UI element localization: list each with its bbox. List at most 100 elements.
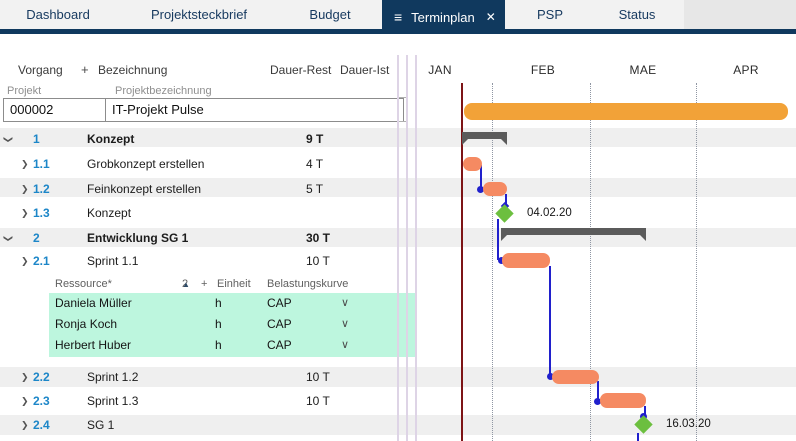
tab-terminplan-label: Terminplan	[411, 9, 475, 25]
tab-dashboard[interactable]: Dashboard	[26, 7, 90, 22]
close-icon[interactable]: ✕	[485, 10, 496, 24]
gantt-bar-sprint-1-3[interactable]	[600, 393, 646, 408]
task-row-2-4[interactable]: ❯ 2.4 SG 1	[0, 413, 415, 438]
milestone-date-label: 16.03.20	[666, 418, 711, 430]
chevron-down-icon[interactable]: ∨	[341, 318, 350, 330]
tab-status[interactable]: Status	[618, 7, 656, 22]
task-duration: 10 T	[306, 394, 330, 408]
task-name: Konzept	[87, 132, 135, 146]
tab-bar-filler	[684, 0, 796, 29]
chevron-right-icon[interactable]: ❯	[21, 208, 29, 218]
table-chart-splitter[interactable]	[397, 55, 399, 441]
project-name-label: Projektbezeichnung	[115, 85, 212, 97]
task-row-2[interactable]: ❯ 2 Entwicklung SG 1 30 T	[0, 226, 415, 251]
tab-psp[interactable]: PSP	[536, 7, 564, 22]
table-chart-splitter[interactable]	[406, 55, 408, 441]
month-gridline	[590, 83, 591, 441]
milestone-date-label: 04.02.20	[527, 207, 572, 219]
task-wbs: 1.1	[33, 157, 50, 171]
task-row-1-2[interactable]: ❯ 1.2 Feinkonzept erstellen 5 T	[0, 177, 415, 202]
gantt-bar-sprint-1-1[interactable]	[502, 253, 550, 268]
column-header-dauer-ist[interactable]: Dauer-Ist	[340, 63, 390, 77]
chevron-down-icon[interactable]: ∨	[341, 297, 350, 309]
chevron-right-icon[interactable]: ❯	[21, 372, 29, 382]
resource-rows-highlight	[49, 293, 415, 357]
resource-row[interactable]: Herbert Huber h CAP ∨	[0, 335, 415, 356]
gantt-bar-feinkonzept[interactable]	[483, 182, 507, 196]
project-name-field[interactable]: IT-Projekt Pulse	[112, 102, 204, 117]
add-task-icon[interactable]: +	[81, 62, 89, 77]
task-wbs: 2.4	[33, 418, 50, 432]
task-row-1[interactable]: ❯ 1 Konzept 9 T	[0, 127, 415, 152]
task-wbs: 1.3	[33, 206, 50, 220]
add-resource-icon[interactable]: +	[201, 278, 208, 290]
today-line	[461, 83, 463, 441]
chevron-down-icon[interactable]: ∨	[341, 339, 350, 351]
resource-name: Daniela Müller	[55, 296, 132, 310]
resource-kurve: CAP	[267, 296, 292, 310]
dependency-connector	[505, 194, 507, 207]
month-label-mae: MAE	[629, 63, 657, 77]
sort-asc-icon: ▲	[182, 280, 190, 289]
month-label-jan: JAN	[428, 63, 452, 77]
column-header-dauer-rest[interactable]: Dauer-Rest	[270, 63, 332, 77]
project-id-field[interactable]: 000002	[4, 99, 106, 121]
task-wbs: 2.1	[33, 254, 50, 268]
tab-budget[interactable]: Budget	[309, 7, 351, 22]
dependency-connector	[644, 406, 646, 415]
task-wbs: 2.2	[33, 370, 50, 384]
task-row-2-3[interactable]: ❯ 2.3 Sprint 1.3 10 T	[0, 389, 415, 414]
task-duration: 10 T	[306, 370, 330, 384]
gantt-bar-grobkonzept[interactable]	[463, 157, 482, 171]
task-duration: 4 T	[306, 157, 324, 171]
task-name: Sprint 1.3	[87, 394, 139, 408]
task-name: Sprint 1.1	[87, 254, 139, 268]
task-row-2-1[interactable]: ❯ 2.1 Sprint 1.1 10 T	[0, 249, 415, 274]
month-label-feb: FEB	[530, 63, 556, 77]
tab-terminplan-active[interactable]: ≡ Terminplan ✕	[382, 0, 505, 34]
task-row-1-3[interactable]: ❯ 1.3 Konzept	[0, 201, 415, 226]
chevron-down-icon[interactable]: ❯	[3, 234, 14, 243]
row-border-stub	[398, 97, 407, 98]
month-label-apr: APR	[733, 63, 759, 77]
connector-node	[594, 398, 601, 405]
resource-kurve: CAP	[267, 338, 292, 352]
chevron-right-icon[interactable]: ❯	[21, 420, 29, 430]
chevron-right-icon[interactable]: ❯	[21, 396, 29, 406]
table-chart-splitter[interactable]	[415, 55, 417, 441]
task-name: Sprint 1.2	[87, 370, 139, 384]
project-row: 000002 IT-Projekt Pulse	[3, 98, 404, 122]
einheit-column-label[interactable]: Einheit	[217, 278, 251, 290]
task-row-1-1[interactable]: ❯ 1.1 Grobkonzept erstellen 4 T	[0, 152, 415, 177]
task-wbs: 1.2	[33, 182, 50, 196]
task-wbs: 2.3	[33, 394, 50, 408]
resource-name: Herbert Huber	[55, 338, 132, 352]
dependency-connector	[549, 266, 551, 376]
task-row-2-2[interactable]: ❯ 2.2 Sprint 1.2 10 T	[0, 365, 415, 390]
gantt-bar-sprint-1-2[interactable]	[552, 370, 599, 384]
connector-node	[498, 257, 505, 264]
task-duration: 10 T	[306, 254, 330, 268]
project-id-label: Projekt	[7, 85, 42, 97]
gantt-bar-project[interactable]	[464, 103, 788, 120]
chevron-down-icon[interactable]: ❯	[3, 135, 14, 144]
column-header-bezeichnung[interactable]: Bezeichnung	[98, 63, 168, 77]
resource-einheit: h	[215, 296, 222, 310]
chevron-right-icon[interactable]: ❯	[21, 256, 29, 266]
chevron-right-icon[interactable]: ❯	[21, 159, 29, 169]
chevron-right-icon[interactable]: ❯	[21, 184, 29, 194]
task-name: Feinkonzept erstellen	[87, 182, 202, 196]
tab-projektsteckbrief[interactable]: Projektsteckbrief	[150, 7, 248, 22]
resource-row[interactable]: Ronja Koch h CAP ∨	[0, 314, 415, 335]
resource-kurve: CAP	[267, 317, 292, 331]
connector-node	[477, 186, 484, 193]
menu-icon[interactable]: ≡	[394, 9, 403, 25]
dependency-connector	[637, 433, 639, 441]
column-header-vorgang[interactable]: Vorgang	[18, 63, 63, 77]
belastungskurve-column-label[interactable]: Belastungskurve	[267, 278, 349, 290]
resource-einheit: h	[215, 317, 222, 331]
resource-row[interactable]: Daniela Müller h CAP ∨	[0, 293, 415, 314]
resource-column-label[interactable]: Ressource*	[55, 278, 112, 290]
connector-node	[547, 373, 554, 380]
